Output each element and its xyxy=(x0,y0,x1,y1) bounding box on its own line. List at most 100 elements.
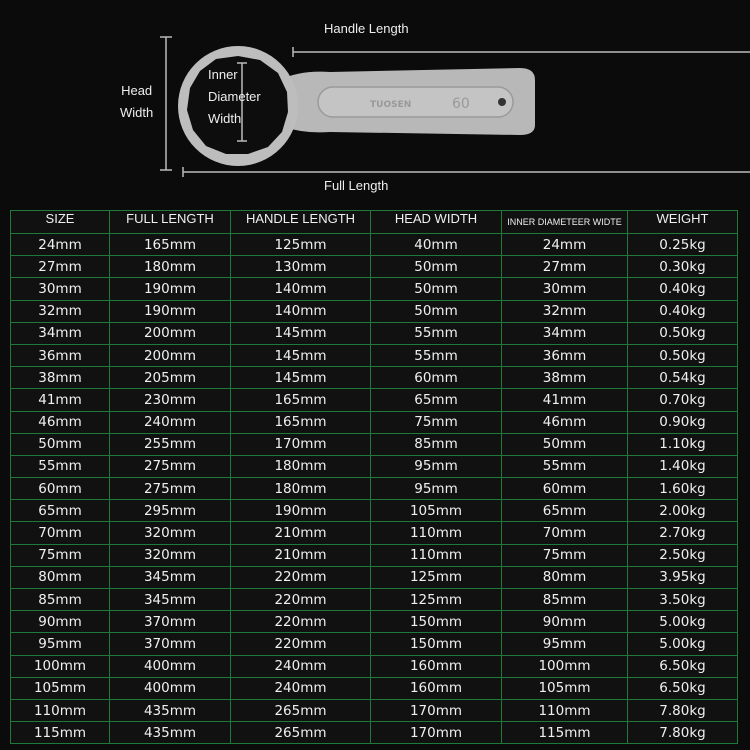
cell-head-width: 50mm xyxy=(370,255,502,279)
wrench-dimension-diagram: TUOSEN 60 Handle Length Full Length Head… xyxy=(0,0,750,205)
table-row: 55mm 275mm 180mm 95mm 55mm 1.40kg xyxy=(10,454,738,479)
cell-head-width: 150mm xyxy=(370,632,502,656)
cell-weight: 5.00kg xyxy=(627,610,738,634)
table-row: 46mm 240mm 165mm 75mm 46mm 0.90kg xyxy=(10,410,738,434)
cell-head-width: 95mm xyxy=(370,477,502,501)
cell-weight: 0.50kg xyxy=(627,321,738,345)
cell-full-length: 255mm xyxy=(109,432,231,456)
cell-weight: 0.40kg xyxy=(627,299,738,323)
cell-handle-length: 220mm xyxy=(230,632,371,656)
cell-handle-length: 265mm xyxy=(230,698,371,723)
cell-size: 90mm xyxy=(10,610,110,634)
cell-head-width: 150mm xyxy=(370,610,502,634)
cell-head-width: 40mm xyxy=(370,232,502,257)
handle-length-label: Handle Length xyxy=(324,21,409,36)
cell-full-length: 165mm xyxy=(109,232,231,257)
cell-head-width: 125mm xyxy=(370,565,502,590)
cell-full-length: 435mm xyxy=(109,698,231,723)
cell-head-width: 55mm xyxy=(370,321,502,345)
cell-size: 95mm xyxy=(10,632,110,656)
cell-weight: 1.10kg xyxy=(627,432,738,456)
cell-handle-length: 210mm xyxy=(230,543,371,567)
cell-size: 30mm xyxy=(10,277,110,301)
cell-inner-diameter: 50mm xyxy=(501,432,628,456)
cell-handle-length: 145mm xyxy=(230,321,371,345)
header-weight: WEIGHT xyxy=(627,210,738,234)
cell-size: 41mm xyxy=(10,388,110,412)
table-row: 32mm 190mm 140mm 50mm 32mm 0.40kg xyxy=(10,299,738,323)
cell-handle-length: 145mm xyxy=(230,366,371,390)
cell-full-length: 345mm xyxy=(109,587,231,612)
cell-handle-length: 145mm xyxy=(230,343,371,368)
cell-inner-diameter: 60mm xyxy=(501,477,628,501)
table-row: 80mm 345mm 220mm 125mm 80mm 3.95kg xyxy=(10,565,738,590)
table-row: 36mm 200mm 145mm 55mm 36mm 0.50kg xyxy=(10,343,738,368)
cell-size: 80mm xyxy=(10,565,110,590)
cell-size: 110mm xyxy=(10,698,110,723)
cell-weight: 0.40kg xyxy=(627,277,738,301)
head-width-line1: Head xyxy=(121,83,153,98)
table-row: 60mm 275mm 180mm 95mm 60mm 1.60kg xyxy=(10,477,738,501)
inner-diameter-line3: Width xyxy=(208,111,242,126)
cell-head-width: 125mm xyxy=(370,587,502,612)
table-row: 38mm 205mm 145mm 60mm 38mm 0.54kg xyxy=(10,366,738,390)
cell-size: 36mm xyxy=(10,343,110,368)
cell-size: 55mm xyxy=(10,454,110,479)
table-row: 65mm 295mm 190mm 105mm 65mm 2.00kg xyxy=(10,499,738,523)
cell-size: 50mm xyxy=(10,432,110,456)
table-row: 70mm 320mm 210mm 110mm 70mm 2.70kg xyxy=(10,521,738,545)
cell-full-length: 275mm xyxy=(109,477,231,501)
table-row: 41mm 230mm 165mm 65mm 41mm 0.70kg xyxy=(10,388,738,412)
cell-inner-diameter: 90mm xyxy=(501,610,628,634)
cell-full-length: 295mm xyxy=(109,499,231,523)
cell-head-width: 60mm xyxy=(370,366,502,390)
table-row: 95mm 370mm 220mm 150mm 95mm 5.00kg xyxy=(10,632,738,656)
cell-inner-diameter: 65mm xyxy=(501,499,628,523)
cell-inner-diameter: 105mm xyxy=(501,676,628,700)
cell-handle-length: 125mm xyxy=(230,232,371,257)
cell-head-width: 50mm xyxy=(370,277,502,301)
cell-handle-length: 190mm xyxy=(230,499,371,523)
table-header-row: SIZE FULL LENGTH HANDLE LENGTH HEAD WIDT… xyxy=(10,210,738,234)
cell-full-length: 400mm xyxy=(109,654,231,678)
cell-handle-length: 140mm xyxy=(230,277,371,301)
cell-size: 75mm xyxy=(10,543,110,567)
cell-size: 115mm xyxy=(10,721,110,745)
cell-handle-length: 265mm xyxy=(230,721,371,745)
cell-inner-diameter: 70mm xyxy=(501,521,628,545)
cell-handle-length: 210mm xyxy=(230,521,371,545)
cell-weight: 0.54kg xyxy=(627,366,738,390)
table-row: 50mm 255mm 170mm 85mm 50mm 1.10kg xyxy=(10,432,738,456)
cell-full-length: 200mm xyxy=(109,343,231,368)
cell-full-length: 345mm xyxy=(109,565,231,590)
cell-inner-diameter: 95mm xyxy=(501,632,628,656)
cell-full-length: 190mm xyxy=(109,277,231,301)
cell-weight: 6.50kg xyxy=(627,654,738,678)
cell-inner-diameter: 32mm xyxy=(501,299,628,323)
cell-head-width: 55mm xyxy=(370,343,502,368)
cell-size: 65mm xyxy=(10,499,110,523)
header-size: SIZE xyxy=(10,210,110,234)
cell-weight: 2.70kg xyxy=(627,521,738,545)
cell-size: 85mm xyxy=(10,587,110,612)
cell-full-length: 320mm xyxy=(109,521,231,545)
cell-weight: 0.25kg xyxy=(627,232,738,257)
cell-handle-length: 180mm xyxy=(230,454,371,479)
cell-inner-diameter: 55mm xyxy=(501,454,628,479)
cell-handle-length: 170mm xyxy=(230,432,371,456)
cell-weight: 1.60kg xyxy=(627,477,738,501)
cell-inner-diameter: 27mm xyxy=(501,255,628,279)
table-row: 85mm 345mm 220mm 125mm 85mm 3.50kg xyxy=(10,587,738,612)
cell-size: 24mm xyxy=(10,232,110,257)
header-full-length: FULL LENGTH xyxy=(109,210,231,234)
cell-full-length: 180mm xyxy=(109,255,231,279)
cell-handle-length: 180mm xyxy=(230,477,371,501)
cell-size: 38mm xyxy=(10,366,110,390)
cell-handle-length: 240mm xyxy=(230,676,371,700)
wrench-image: TUOSEN 60 xyxy=(160,36,750,177)
cell-handle-length: 240mm xyxy=(230,654,371,678)
table-row: 90mm 370mm 220mm 150mm 90mm 5.00kg xyxy=(10,610,738,634)
cell-inner-diameter: 80mm xyxy=(501,565,628,590)
cell-head-width: 75mm xyxy=(370,410,502,434)
cell-full-length: 370mm xyxy=(109,610,231,634)
